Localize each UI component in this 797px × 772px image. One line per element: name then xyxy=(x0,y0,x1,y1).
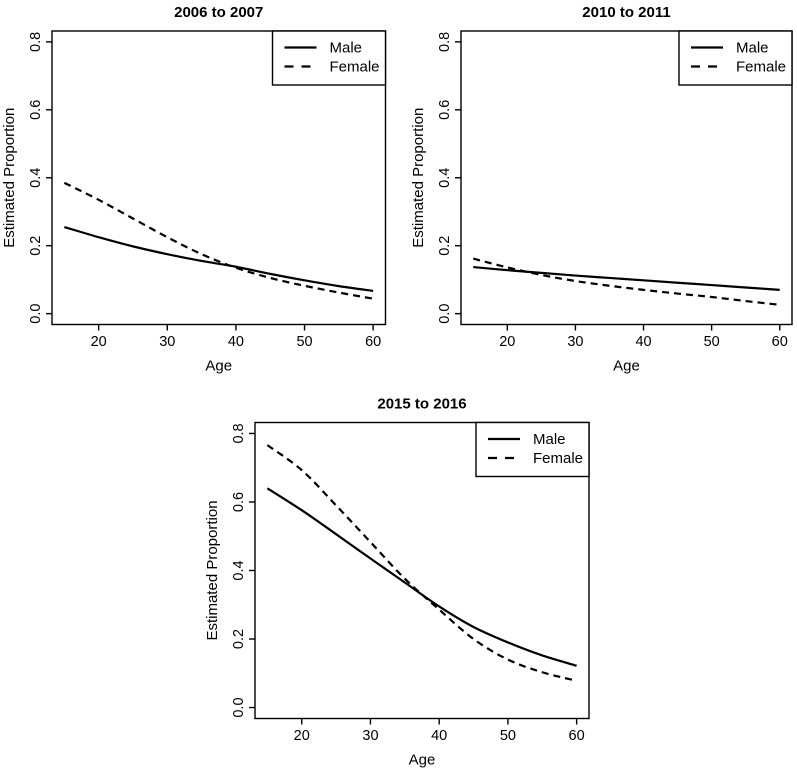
y-axis-tick-label: 0.2 xyxy=(28,236,44,256)
legend-female-label: Female xyxy=(533,450,583,467)
x-axis-tick-label: 50 xyxy=(704,334,720,350)
y-axis-tick-label: 0.0 xyxy=(231,697,247,717)
plot-title: 2010 to 2011 xyxy=(582,4,670,21)
y-axis-tick-label: 0.0 xyxy=(437,304,453,324)
legend-female-label: Female xyxy=(736,59,786,76)
y-axis-tick-label: 0.4 xyxy=(28,168,44,188)
y-axis-tick-label: 0.6 xyxy=(28,100,44,120)
legend-female-label: Female xyxy=(330,59,380,76)
x-axis-tick-label: 40 xyxy=(431,728,447,744)
x-axis-tick-label: 20 xyxy=(91,334,107,350)
y-axis-tick-label: 0.4 xyxy=(437,168,453,188)
plot-panel-top-right: 20 30 40 50 60 0.0 0.2 0.4 0.6 0.8 2010 to 2011 Age… xyxy=(410,4,793,375)
x-axis-tick-label: 60 xyxy=(569,728,585,744)
x-axis-tick-label: 50 xyxy=(500,728,516,744)
legend-box xyxy=(678,30,793,86)
y-axis-tick-label: 0.8 xyxy=(28,32,44,52)
y-axis-tick-label: 0.2 xyxy=(231,629,247,649)
x-axis-tick-label: 40 xyxy=(228,334,244,350)
legend: Male Female xyxy=(475,421,590,478)
x-axis-label: Age xyxy=(409,752,436,769)
x-axis-label: Age xyxy=(205,358,232,375)
y-axis-tick-label: 0.8 xyxy=(437,32,453,52)
legend-male-label: Male xyxy=(330,40,363,57)
legend-box xyxy=(475,421,590,478)
x-axis-tick-label: 30 xyxy=(159,334,175,350)
female-line xyxy=(472,257,780,306)
female-line xyxy=(266,444,577,682)
plot-title: 2015 to 2016 xyxy=(377,396,466,413)
plot-panel-bottom-center: 20 30 40 50 60 0.0 0.2 0.4 0.6 0.8 2015 to 2016 Age… xyxy=(204,396,590,769)
legend-male-label: Male xyxy=(736,40,769,57)
x-axis-tick-label: 50 xyxy=(296,334,312,350)
x-axis-tick-label: 20 xyxy=(294,728,310,744)
female-line xyxy=(63,181,374,300)
x-axis-tick-label: 20 xyxy=(499,334,515,350)
y-axis-tick-label: 0.6 xyxy=(231,492,247,512)
legend-box xyxy=(271,30,387,86)
x-axis-tick-label: 30 xyxy=(362,728,378,744)
y-axis-tick-label: 0.2 xyxy=(437,236,453,256)
plot-panel-top-left: 20 30 40 50 60 0.0 0.2 0.4 0.6 0.8 2006 to 2007 Age… xyxy=(1,4,387,375)
plot-title: 2006 to 2007 xyxy=(174,4,263,21)
y-axis-label: Estimated Proportion xyxy=(204,500,221,640)
x-axis-tick-label: 60 xyxy=(772,334,788,350)
y-axis-tick-label: 0.6 xyxy=(437,100,453,120)
legend-male-label: Male xyxy=(533,431,566,448)
y-axis-label: Estimated Proportion xyxy=(1,108,18,248)
y-axis-tick-label: 0.8 xyxy=(231,423,247,443)
male-line xyxy=(473,265,780,291)
x-axis-label: Age xyxy=(613,358,640,375)
y-axis-tick-label: 0.4 xyxy=(231,560,247,580)
legend: Male Female xyxy=(678,30,793,86)
x-axis-tick-label: 60 xyxy=(365,334,381,350)
male-line xyxy=(64,225,374,292)
x-axis-tick-label: 40 xyxy=(635,334,651,350)
y-axis-tick-label: 0.0 xyxy=(28,304,44,324)
legend: Male Female xyxy=(271,30,387,86)
y-axis-label: Estimated Proportion xyxy=(410,108,427,248)
male-line xyxy=(266,487,577,667)
x-axis-tick-label: 30 xyxy=(567,334,583,350)
